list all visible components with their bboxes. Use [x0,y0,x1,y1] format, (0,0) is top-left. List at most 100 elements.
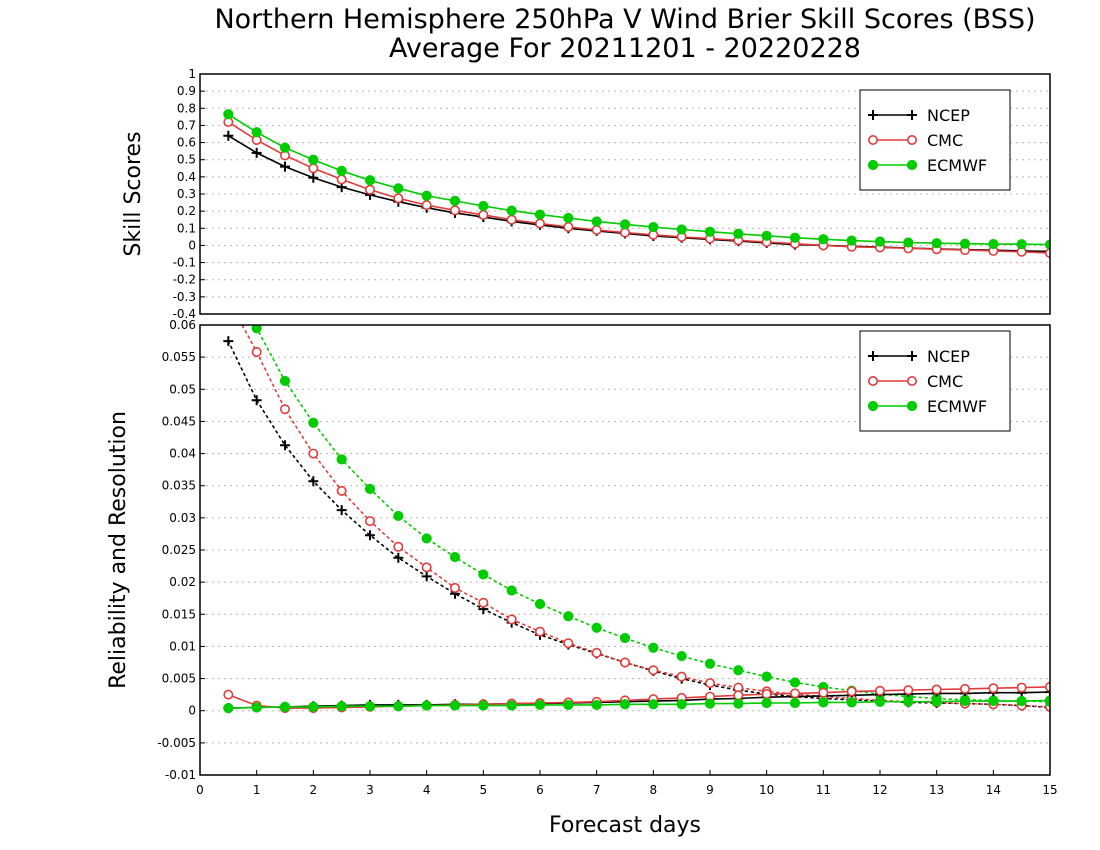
series-line [254,325,1050,703]
y-tick-label: 0.8 [177,101,196,115]
data-point [704,226,716,237]
data-point [308,154,319,165]
data-point [959,695,971,707]
legend-marker [867,400,879,412]
y-tick-label: 0.7 [177,118,196,132]
data-point [733,690,744,701]
data-point [704,658,716,669]
x-tick-label: 2 [310,783,318,797]
data-point [563,212,574,224]
legend-marker [867,375,878,386]
data-point [789,697,801,709]
series-ecmwf [223,109,1050,250]
bottom-legend: NCEP CMC ECMWF [859,330,1011,432]
data-point [506,614,517,625]
y-tick-label: -0.4 [173,307,196,321]
top-y-axis-label: Skill Scores [121,131,146,256]
data-point [478,209,489,220]
data-point [223,703,234,714]
legend-label: ECMWF [927,397,987,416]
data-point [421,571,432,582]
y-tick-label: -0.005 [157,736,196,750]
legend-marker [868,110,878,120]
y-tick-label: 0.015 [162,607,196,621]
x-tick-label: 1 [253,783,261,797]
data-point [393,701,404,712]
data-point [251,325,262,334]
legend-marker [906,375,917,386]
data-point [223,689,234,700]
data-point [874,236,886,247]
data-point [223,109,234,120]
x-axis-label: Forecast days [549,813,701,838]
data-point [336,454,347,465]
series-ecmwf-reliability [223,695,1050,714]
data-point [733,698,744,709]
data-point [506,700,517,711]
data-point [308,417,319,428]
data-point [393,541,404,552]
data-point [903,237,914,248]
data-point [534,598,546,610]
x-tick-label: 12 [872,783,887,797]
data-point [421,533,432,544]
data-point [591,622,602,633]
bottom-series-layer [223,256,1050,714]
data-point [931,238,942,249]
data-point [251,346,262,357]
series-ecmwf-resolution [224,256,1050,707]
y-tick-label: 0 [188,238,196,252]
data-point [818,234,829,245]
data-point [903,685,914,696]
legend-label: ECMWF [927,156,987,175]
y-tick-label: 0.02 [169,575,196,589]
data-point [393,193,404,204]
y-tick-label: 0.4 [177,170,196,184]
data-point [733,665,744,676]
data-point [676,224,687,235]
y-tick-label: 0.3 [177,187,196,201]
data-point [676,671,687,682]
y-tick-label: 0.035 [162,479,196,493]
data-point [364,701,376,712]
y-tick-label: 0.06 [169,318,196,332]
legend-marker [906,400,918,412]
x-tick-label: 15 [1042,783,1057,797]
x-tick-label: 0 [196,783,204,797]
legend-marker [906,135,917,146]
data-point [1016,695,1027,707]
data-point [761,697,772,709]
y-tick-label: 0.2 [177,204,196,218]
data-point [591,699,602,711]
x-tick-label: 3 [366,783,374,797]
data-point [1044,695,1050,706]
bottom-x-ticks: 0 1 2 3 4 5 6 7 8 9 10 11 12 13 14 15 [196,770,1058,797]
data-point [223,130,234,141]
data-point [648,221,659,233]
data-point [393,510,404,522]
data-point [421,200,432,211]
data-point [251,395,262,406]
data-point [648,699,659,710]
data-point [478,700,489,711]
data-point [619,632,631,644]
data-point [506,585,517,596]
x-tick-label: 7 [593,783,601,797]
x-tick-label: 10 [759,783,774,797]
data-point [280,440,290,451]
data-point [336,701,347,712]
data-point [251,147,262,158]
data-point [308,163,319,174]
data-point [1045,681,1050,692]
y-tick-label: 0.005 [162,672,196,686]
data-point [421,700,432,711]
data-point [988,238,999,250]
data-point [365,530,375,541]
data-point [959,683,970,694]
bottom-y-axis-label: Reliability and Resolution [106,411,131,689]
data-point [308,172,319,183]
y-tick-label: 0.01 [169,639,196,653]
data-point [1045,687,1050,698]
data-point [478,569,489,580]
data-point [224,256,233,265]
